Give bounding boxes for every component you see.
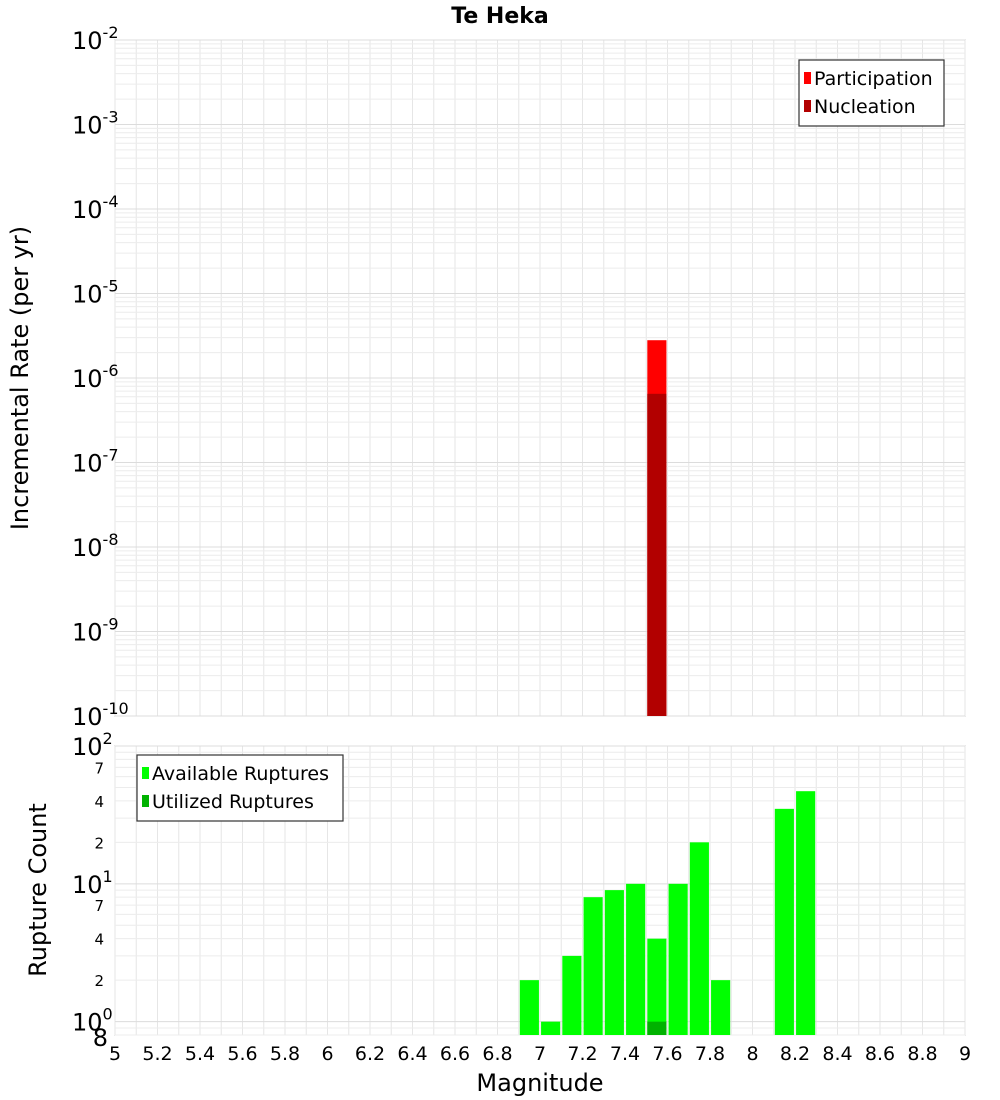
x-tick-label: 7.4 [610, 1043, 640, 1065]
y-minor-tick-label: 4 [94, 931, 104, 949]
x-tick-label: 6.4 [397, 1043, 427, 1065]
y-tick-label: 10-4 [72, 192, 119, 224]
chart-title: Te Heka [451, 4, 548, 29]
legend-swatch [142, 767, 149, 779]
bar-available-ruptures [796, 791, 816, 1035]
count-y-axis-label: Rupture Count [24, 803, 52, 977]
bar-available-ruptures [541, 1021, 561, 1035]
x-tick-label: 5.8 [270, 1043, 300, 1065]
y-tick-label: 10-10 [72, 699, 129, 731]
rate-y-tick-labels: 10-10 10-9 10-8 10-7 10-6 10-5 10-4 10-3 10-2 [72, 23, 129, 731]
x-tick-label: 8.6 [865, 1043, 895, 1065]
x-tick-label: 9 [959, 1043, 971, 1065]
rate-panel: 10-10 10-9 10-8 10-7 10-6 10-5 10-4 10-3 10-2 In… [6, 23, 966, 731]
count-y-tick-labels: 100 101 102 8 2 4 7 2 4 7 [72, 729, 113, 1052]
x-tick-label: 8 [746, 1043, 758, 1065]
count-panel: 100 101 102 8 2 4 7 2 4 7 5 5.2 5.4 5.6 5.8 6 6.2 6.4 6.6… [24, 729, 971, 1097]
x-tick-label: 8.4 [822, 1043, 852, 1065]
y-tick-label: 10-7 [72, 446, 119, 478]
x-axis-label: Magnitude [476, 1069, 603, 1097]
legend-entry: Available Ruptures [152, 763, 329, 785]
y-tick-label: 10-8 [72, 530, 119, 562]
bar-available-ruptures [711, 980, 731, 1035]
y-minor-tick-label: 2 [94, 834, 104, 852]
x-tick-label: 5.2 [142, 1043, 172, 1065]
x-tick-label: 6.2 [355, 1043, 385, 1065]
y-minor-tick-label: 7 [94, 897, 104, 915]
legend-entry: Nucleation [814, 96, 916, 118]
y-tick-label: 100 [72, 1005, 113, 1037]
x-tick-label: 8.8 [907, 1043, 937, 1065]
legend-entry: Participation [814, 68, 933, 90]
y-tick-label: 10-9 [72, 615, 119, 647]
bar-nucleation [647, 393, 667, 716]
y-minor-tick-label: 8 [93, 1024, 108, 1052]
y-tick-label: 10-2 [72, 23, 119, 55]
bar-available-ruptures [668, 883, 688, 1035]
rate-bars [647, 340, 667, 716]
rate-gridlines [114, 39, 966, 717]
x-tick-label: 7.2 [567, 1043, 597, 1065]
bar-available-ruptures [583, 897, 603, 1035]
x-tick-label: 5 [109, 1043, 121, 1065]
legend-swatch [142, 795, 149, 807]
legend-box [136, 754, 344, 822]
bar-available-ruptures [689, 842, 709, 1035]
x-tick-labels: 5 5.2 5.4 5.6 5.8 6 6.2 6.4 6.6 6.8 7 7.2 7.4 7.6 7.8 8… [109, 1043, 971, 1065]
x-tick-label: 6.8 [482, 1043, 512, 1065]
y-tick-label: 101 [72, 867, 113, 899]
bar-available-ruptures [604, 890, 624, 1035]
x-tick-label: 5.6 [227, 1043, 257, 1065]
x-tick-label: 5.4 [185, 1043, 215, 1065]
bar-available-ruptures [626, 883, 646, 1035]
legend-box [798, 59, 945, 127]
x-tick-label: 7.8 [695, 1043, 725, 1065]
bar-utilized-ruptures [647, 1021, 667, 1035]
bar-available-ruptures [519, 980, 539, 1035]
y-minor-tick-label: 7 [94, 759, 104, 777]
y-tick-label: 102 [72, 729, 113, 761]
y-tick-label: 10-3 [72, 108, 119, 140]
count-legend: Available Ruptures Utilized Ruptures [136, 754, 344, 822]
y-minor-tick-label: 4 [94, 793, 104, 811]
x-tick-label: 6 [321, 1043, 333, 1065]
bar-available-ruptures [774, 808, 794, 1035]
count-bars [519, 791, 816, 1035]
rate-legend: Participation Nucleation [798, 59, 945, 127]
x-tick-label: 7 [534, 1043, 546, 1065]
legend-entry: Utilized Ruptures [152, 791, 314, 813]
x-tick-label: 6.6 [440, 1043, 470, 1065]
rate-y-axis-label: Incremental Rate (per yr) [6, 226, 34, 530]
y-tick-label: 10-6 [72, 361, 119, 393]
bar-available-ruptures [562, 955, 582, 1035]
y-minor-tick-label: 2 [94, 972, 104, 990]
x-tick-label: 7.6 [652, 1043, 682, 1065]
legend-swatch [804, 72, 811, 84]
x-tick-label: 8.2 [780, 1043, 810, 1065]
legend-swatch [804, 100, 811, 112]
bar-available-ruptures [647, 938, 667, 1035]
y-tick-label: 10-5 [72, 277, 119, 309]
